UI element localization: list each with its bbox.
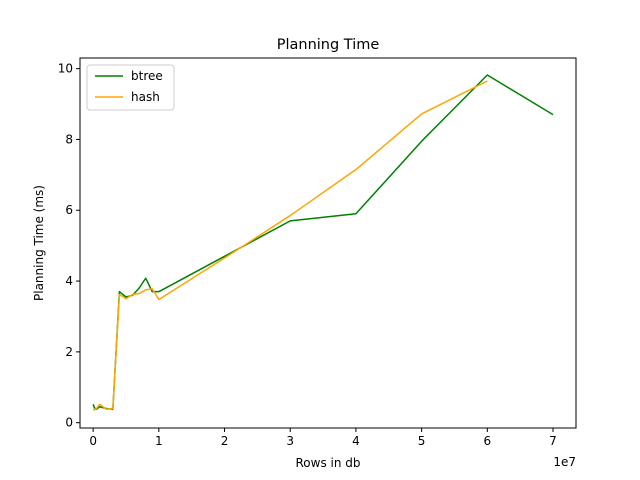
plot-frame xyxy=(79,57,577,429)
x-tick-label: 6 xyxy=(483,434,491,448)
y-tick-label: 2 xyxy=(65,345,73,359)
y-axis-label: Planning Time (ms) xyxy=(32,185,46,301)
x-tick-label: 4 xyxy=(352,434,360,448)
y-tick-label: 8 xyxy=(65,132,73,146)
y-tick-label: 10 xyxy=(58,62,73,76)
series-line-hash xyxy=(92,80,488,411)
legend: btree hash xyxy=(86,64,175,111)
x-tick-label: 3 xyxy=(286,434,294,448)
legend-label-hash: hash xyxy=(131,90,160,104)
x-axis-label: Rows in db xyxy=(295,456,360,470)
y-tick-label: 4 xyxy=(65,274,73,288)
x-tick-label: 5 xyxy=(418,434,426,448)
y-tick-label: 6 xyxy=(65,203,73,217)
x-tick-label: 2 xyxy=(221,434,229,448)
chart-title: Planning Time xyxy=(277,37,380,53)
x-tick-label: 0 xyxy=(89,434,97,448)
y-tick-label: 0 xyxy=(65,416,73,430)
x-axis: 0 1 2 3 4 5 6 7 xyxy=(89,428,557,448)
y-axis: 0 2 4 6 8 10 xyxy=(58,62,80,430)
x-tick-label: 7 xyxy=(549,434,557,448)
x-axis-offset-label: 1e7 xyxy=(553,455,576,469)
legend-label-btree: btree xyxy=(131,69,163,83)
x-tick-label: 1 xyxy=(155,434,163,448)
series-line-btree xyxy=(92,74,554,410)
series-layer xyxy=(92,74,554,411)
